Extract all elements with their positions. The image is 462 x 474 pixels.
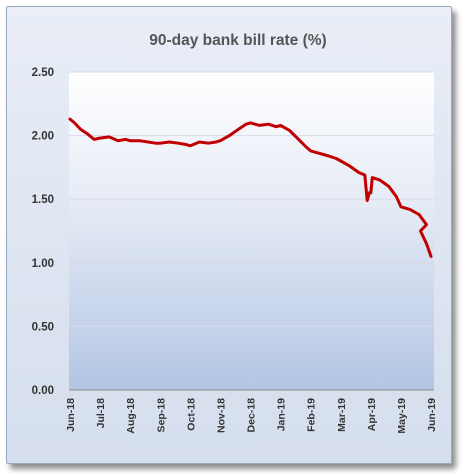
- y-tick-label: 1.50: [32, 194, 54, 206]
- x-tick-label: Jul-18: [95, 398, 107, 429]
- x-tick-label: Jan-19: [276, 398, 288, 431]
- y-tick-label: 0.00: [32, 385, 54, 397]
- plot-area: [69, 72, 434, 390]
- x-tick-label: Dec-18: [246, 398, 258, 433]
- y-tick-label: 1.00: [32, 258, 54, 270]
- y-tick-label: 2.00: [32, 131, 54, 143]
- x-axis-ticks: Jun-18 Jul-18 Aug-18 Sep-18 Oct-18 Nov-18 Dec-…: [65, 398, 438, 434]
- x-tick-label: Feb-19: [306, 398, 318, 432]
- y-axis-ticks: 0.00 0.50 1.00 1.50 2.00 2.50: [32, 67, 54, 397]
- y-tick-label: 0.50: [32, 321, 54, 333]
- x-tick-label: Aug-18: [125, 398, 137, 434]
- chart-title: 90-day bank bill rate (%): [149, 32, 326, 49]
- x-tick-label: Sep-18: [155, 398, 167, 433]
- series-layer: [68, 117, 433, 258]
- x-tick-label: Jun-18: [65, 398, 77, 432]
- x-tick-label: Apr-19: [366, 398, 378, 431]
- x-tick-label: Mar-19: [336, 398, 348, 432]
- x-tick-label: Jun-19: [426, 398, 438, 432]
- y-tick-label: 2.50: [32, 67, 54, 79]
- x-tick-label: Nov-18: [215, 398, 227, 433]
- gridlines: [69, 71, 434, 391]
- series-line: [68, 117, 433, 258]
- x-tick-label: Oct-18: [185, 398, 197, 431]
- x-tick-label: May-19: [396, 398, 408, 434]
